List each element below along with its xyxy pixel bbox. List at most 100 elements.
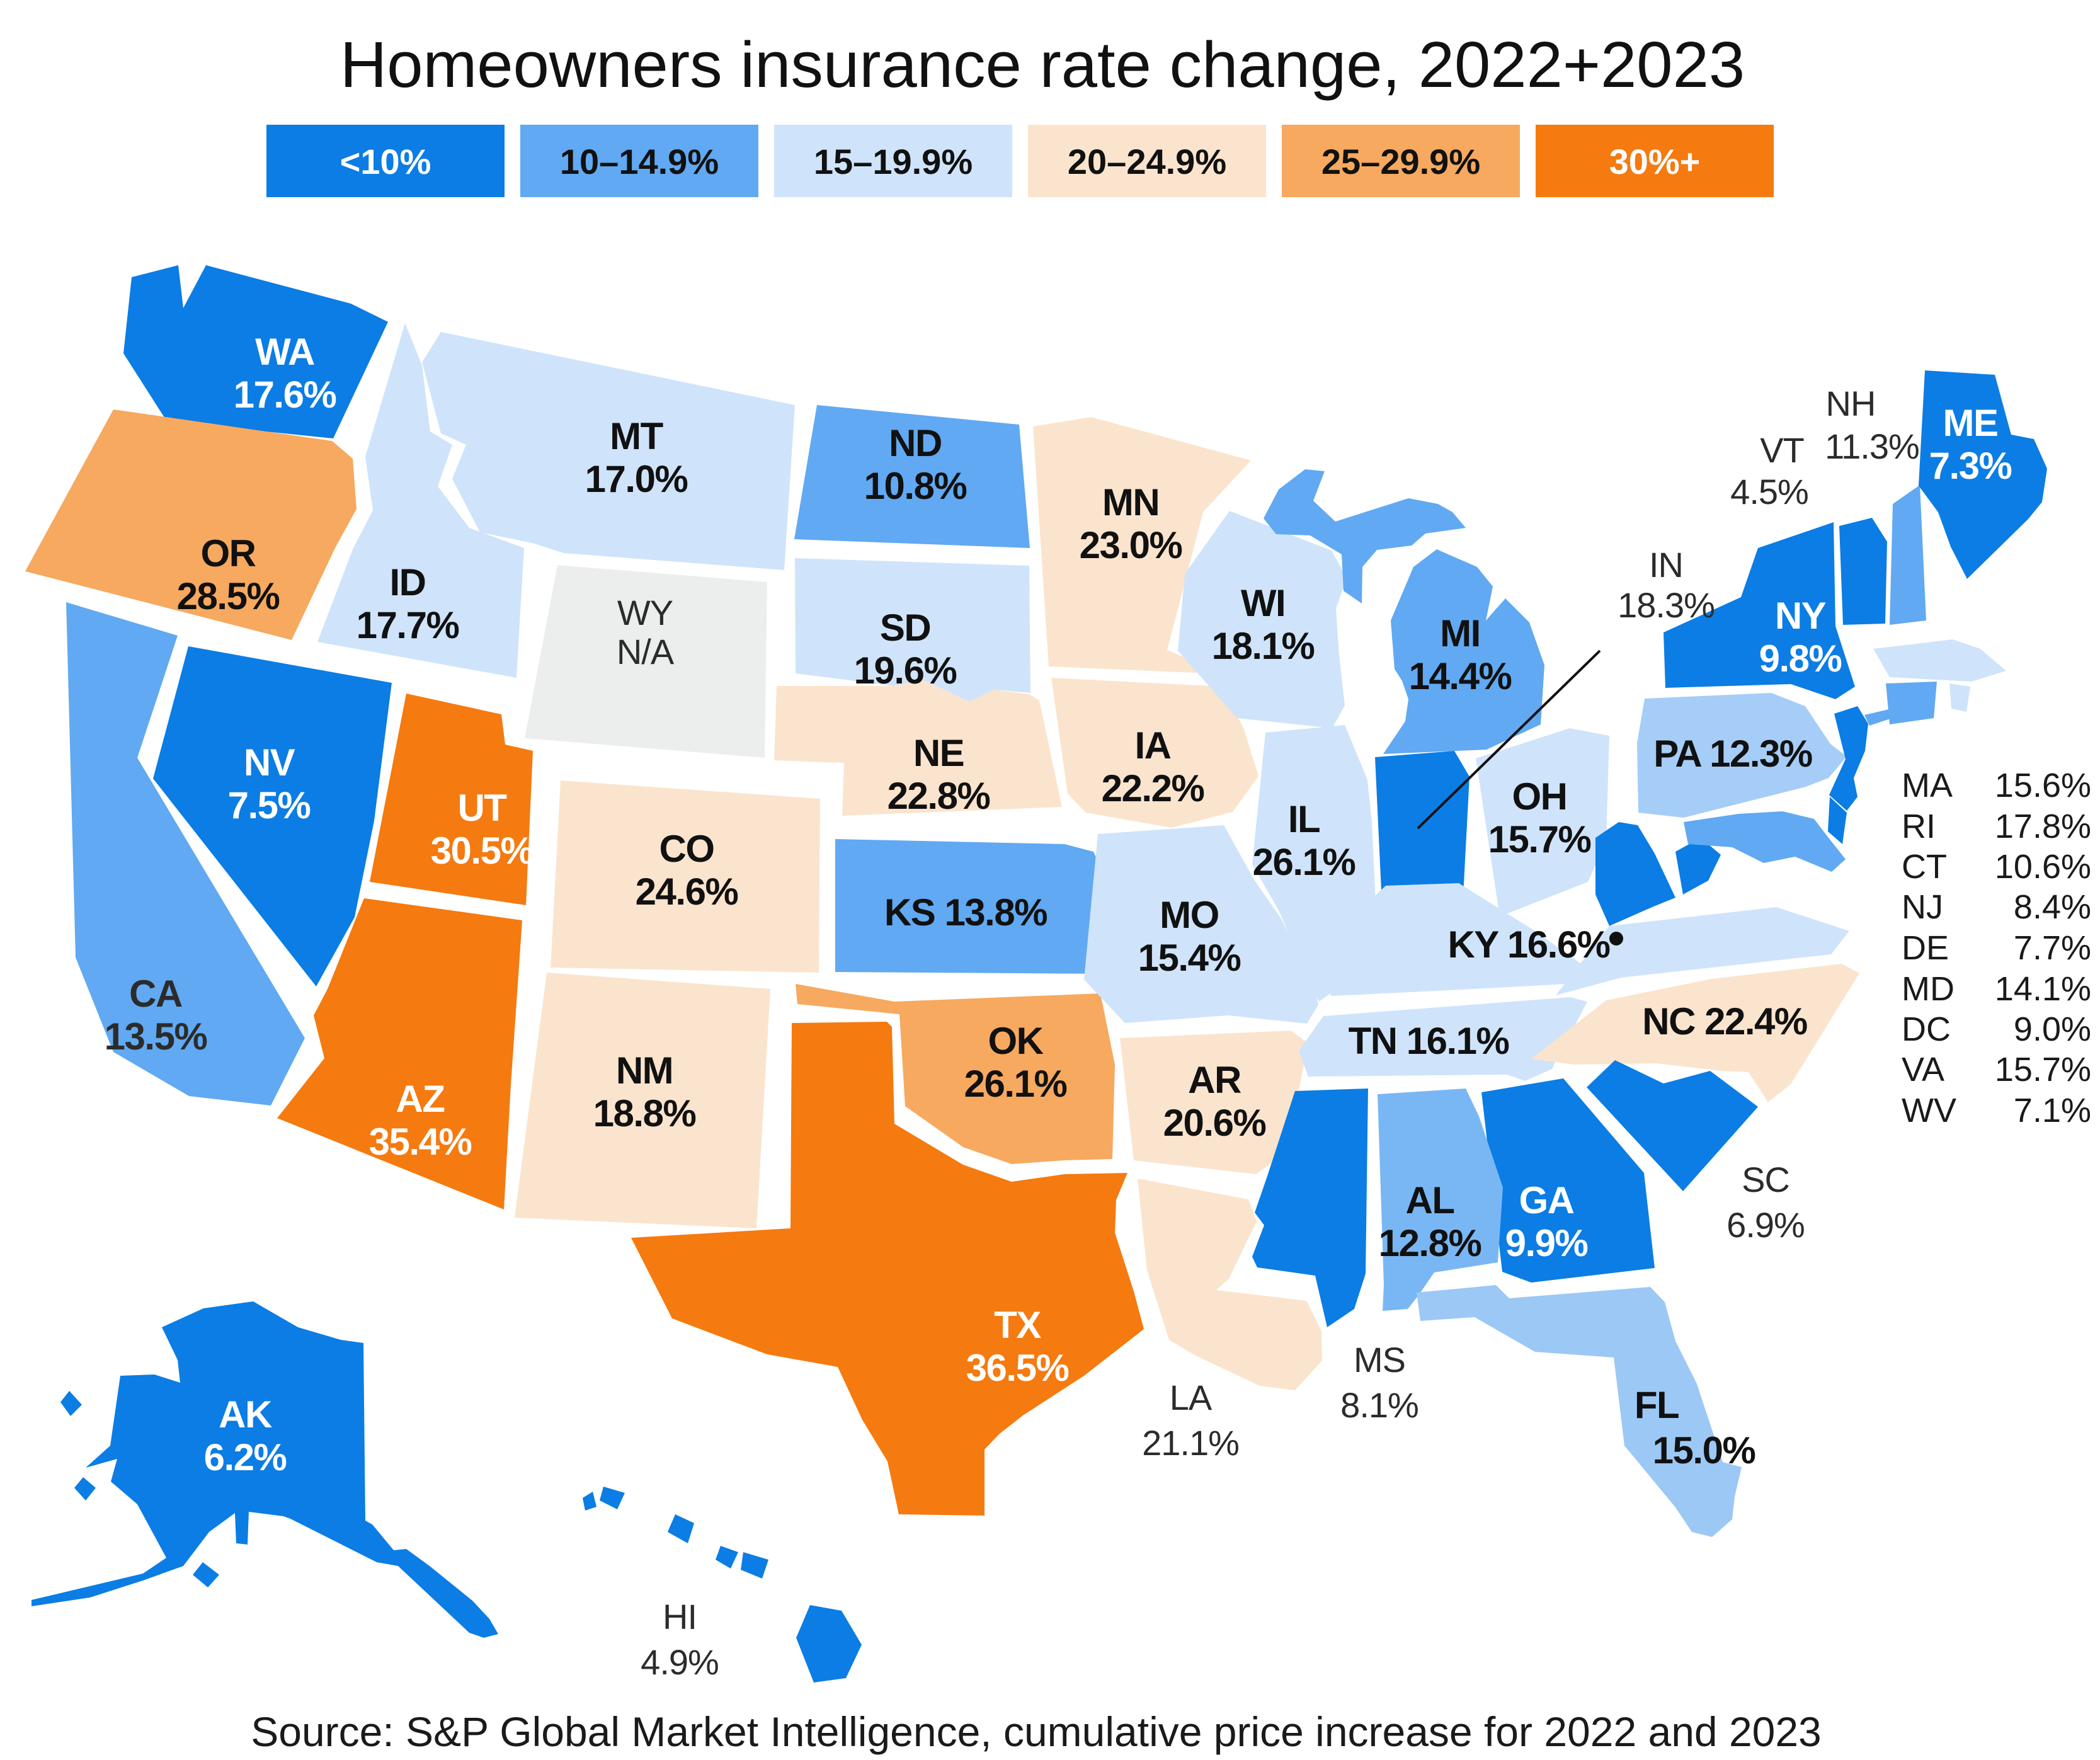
svg-text:FL: FL bbox=[1635, 1384, 1679, 1426]
svg-text:NY: NY bbox=[1775, 595, 1827, 637]
svg-text:KY 16.6%: KY 16.6% bbox=[1447, 923, 1609, 966]
svg-text:ND: ND bbox=[889, 422, 942, 464]
svg-text:17.6%: 17.6% bbox=[234, 374, 336, 416]
svg-text:AK: AK bbox=[219, 1393, 272, 1436]
svg-text:7.7%: 7.7% bbox=[2014, 929, 2091, 967]
svg-text:9.9%: 9.9% bbox=[1505, 1222, 1588, 1264]
svg-text:8.4%: 8.4% bbox=[2014, 888, 2091, 926]
svg-text:12.8%: 12.8% bbox=[1379, 1222, 1481, 1264]
svg-text:CA: CA bbox=[129, 973, 182, 1015]
svg-text:14.1%: 14.1% bbox=[1995, 970, 2091, 1008]
svg-text:AZ: AZ bbox=[396, 1078, 445, 1120]
svg-text:25–29.9%: 25–29.9% bbox=[1321, 142, 1480, 181]
svg-text:UT: UT bbox=[458, 787, 507, 829]
svg-text:CT: CT bbox=[1902, 848, 1947, 886]
svg-text:AR: AR bbox=[1188, 1059, 1241, 1101]
svg-text:WY: WY bbox=[617, 593, 673, 632]
svg-text:IL: IL bbox=[1288, 798, 1320, 840]
svg-text:MT: MT bbox=[610, 415, 663, 457]
svg-text:AL: AL bbox=[1406, 1179, 1454, 1221]
svg-text:OK: OK bbox=[988, 1020, 1044, 1062]
svg-text:NV: NV bbox=[244, 741, 295, 784]
svg-text:20–24.9%: 20–24.9% bbox=[1068, 142, 1226, 181]
svg-text:7.3%: 7.3% bbox=[1929, 445, 2012, 487]
svg-text:N/A: N/A bbox=[617, 632, 675, 671]
svg-text:11.3%: 11.3% bbox=[1825, 426, 1919, 466]
svg-text:PA 12.3%: PA 12.3% bbox=[1653, 733, 1812, 775]
svg-text:17.8%: 17.8% bbox=[1995, 808, 2091, 845]
svg-text:7.1%: 7.1% bbox=[2014, 1092, 2091, 1129]
svg-text:KS 13.8%: KS 13.8% bbox=[884, 891, 1047, 934]
svg-text:13.5%: 13.5% bbox=[105, 1015, 207, 1058]
svg-text:6.9%: 6.9% bbox=[1726, 1205, 1805, 1245]
svg-text:ME: ME bbox=[1943, 402, 1998, 444]
svg-text:IN: IN bbox=[1649, 545, 1683, 585]
svg-text:30%+: 30%+ bbox=[1609, 142, 1701, 181]
svg-text:TN 16.1%: TN 16.1% bbox=[1349, 1020, 1509, 1062]
svg-text:Source: S&P Global Market Inte: Source: S&P Global Market Intelligence, … bbox=[251, 1708, 1822, 1755]
svg-text:18.3%: 18.3% bbox=[1618, 585, 1715, 625]
svg-text:OH: OH bbox=[1512, 775, 1567, 818]
svg-text:NE: NE bbox=[913, 732, 964, 774]
svg-text:15.6%: 15.6% bbox=[1995, 767, 2091, 804]
svg-text:NC 22.4%: NC 22.4% bbox=[1642, 1000, 1807, 1043]
svg-text:NM: NM bbox=[616, 1049, 673, 1092]
svg-text:28.5%: 28.5% bbox=[177, 575, 280, 617]
svg-text:17.7%: 17.7% bbox=[357, 604, 459, 646]
svg-text:SD: SD bbox=[880, 607, 930, 649]
svg-text:26.1%: 26.1% bbox=[964, 1063, 1067, 1105]
svg-text:MD: MD bbox=[1902, 970, 1954, 1008]
svg-text:WV: WV bbox=[1902, 1092, 1956, 1129]
svg-text:20.6%: 20.6% bbox=[1163, 1102, 1266, 1144]
svg-text:15–19.9%: 15–19.9% bbox=[814, 142, 973, 181]
svg-text:15.0%: 15.0% bbox=[1653, 1429, 1755, 1471]
svg-text:<10%: <10% bbox=[340, 142, 431, 181]
svg-text:HI: HI bbox=[663, 1597, 697, 1637]
svg-text:21.1%: 21.1% bbox=[1142, 1423, 1239, 1463]
svg-text:RI: RI bbox=[1902, 808, 1936, 845]
svg-text:19.6%: 19.6% bbox=[854, 649, 957, 692]
svg-text:7.5%: 7.5% bbox=[228, 784, 311, 826]
svg-text:OR: OR bbox=[201, 532, 256, 574]
svg-text:MS: MS bbox=[1354, 1340, 1405, 1380]
svg-text:MN: MN bbox=[1102, 481, 1159, 523]
svg-text:MO: MO bbox=[1160, 894, 1219, 936]
svg-text:6.2%: 6.2% bbox=[204, 1436, 287, 1478]
svg-text:DC: DC bbox=[1902, 1010, 1951, 1048]
svg-text:30.5%: 30.5% bbox=[431, 830, 534, 872]
svg-text:23.0%: 23.0% bbox=[1080, 524, 1182, 566]
svg-text:WA: WA bbox=[255, 331, 314, 373]
svg-text:26.1%: 26.1% bbox=[1253, 841, 1355, 883]
svg-text:MA: MA bbox=[1902, 767, 1953, 804]
svg-text:GA: GA bbox=[1519, 1179, 1574, 1221]
svg-text:36.5%: 36.5% bbox=[966, 1347, 1069, 1389]
svg-text:TX: TX bbox=[994, 1304, 1041, 1346]
svg-text:NH: NH bbox=[1826, 384, 1876, 423]
svg-text:15.7%: 15.7% bbox=[1995, 1051, 2091, 1089]
svg-text:SC: SC bbox=[1742, 1160, 1789, 1199]
svg-text:9.8%: 9.8% bbox=[1759, 637, 1842, 680]
svg-text:MI: MI bbox=[1440, 612, 1480, 654]
svg-text:22.8%: 22.8% bbox=[887, 775, 990, 817]
svg-text:ID: ID bbox=[390, 561, 426, 603]
svg-text:17.0%: 17.0% bbox=[585, 458, 688, 500]
svg-text:IA: IA bbox=[1135, 724, 1171, 767]
svg-text:9.0%: 9.0% bbox=[2014, 1010, 2091, 1048]
svg-text:WI: WI bbox=[1241, 582, 1285, 624]
svg-text:Homeowners insurance rate chan: Homeowners insurance rate change, 2022+2… bbox=[340, 28, 1745, 101]
svg-text:15.7%: 15.7% bbox=[1488, 818, 1591, 860]
svg-text:VT: VT bbox=[1760, 430, 1804, 470]
svg-text:DE: DE bbox=[1902, 929, 1949, 967]
svg-text:18.8%: 18.8% bbox=[593, 1092, 696, 1134]
svg-text:24.6%: 24.6% bbox=[636, 871, 738, 913]
svg-text:10.6%: 10.6% bbox=[1995, 848, 2091, 886]
svg-text:35.4%: 35.4% bbox=[369, 1121, 472, 1163]
svg-text:8.1%: 8.1% bbox=[1340, 1385, 1418, 1425]
svg-text:10.8%: 10.8% bbox=[864, 465, 967, 507]
svg-text:LA: LA bbox=[1170, 1378, 1213, 1417]
svg-text:NJ: NJ bbox=[1902, 888, 1943, 926]
svg-text:15.4%: 15.4% bbox=[1138, 937, 1241, 979]
svg-text:4.5%: 4.5% bbox=[1730, 472, 1808, 511]
svg-text:4.9%: 4.9% bbox=[641, 1642, 719, 1682]
svg-text:CO: CO bbox=[659, 828, 714, 870]
